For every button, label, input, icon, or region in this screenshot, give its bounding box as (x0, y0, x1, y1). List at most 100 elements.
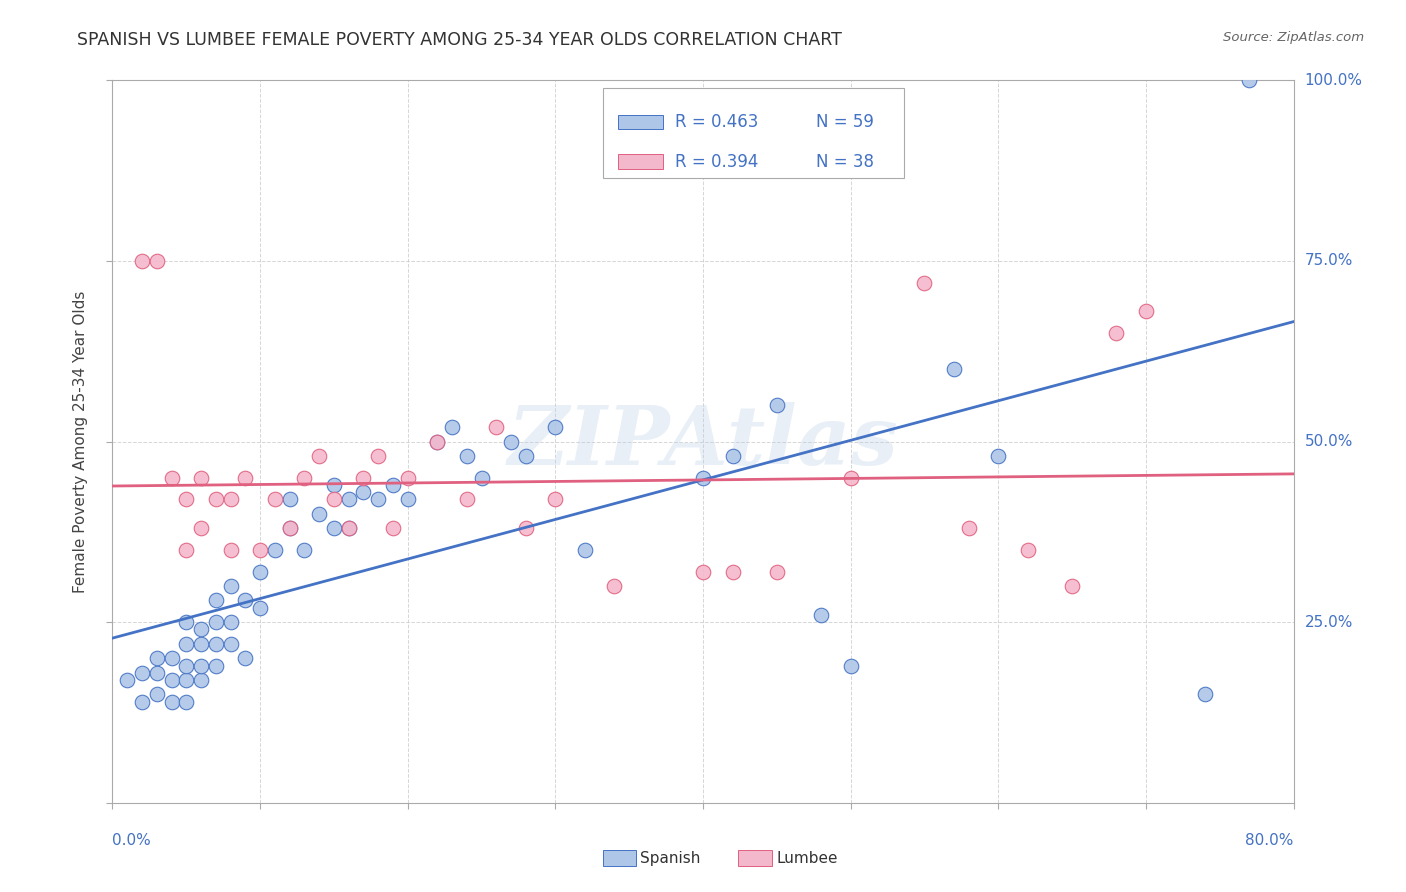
Point (603, 579, 626, 593)
Point (987, 449, 1010, 463)
Text: Source: ZipAtlas.com: Source: ZipAtlas.com (1223, 31, 1364, 45)
Text: N = 59: N = 59 (817, 112, 875, 131)
Text: R = 0.394: R = 0.394 (675, 153, 758, 170)
Point (544, 420, 567, 434)
Point (367, 449, 389, 463)
Point (249, 565, 271, 579)
Text: 0.0%: 0.0% (112, 833, 152, 848)
Point (957, 521, 980, 535)
Text: 50.0%: 50.0% (1305, 434, 1353, 449)
Point (190, 637, 212, 651)
Bar (619, 154, 662, 169)
Text: 100.0%: 100.0% (1305, 73, 1362, 87)
Point (174, 673, 197, 687)
Point (249, 600, 271, 615)
Point (264, 542, 287, 557)
Point (485, 420, 508, 434)
Point (174, 637, 197, 651)
Point (278, 521, 301, 535)
Point (233, 651, 256, 665)
Bar (619, 114, 662, 129)
Point (146, 253, 169, 268)
Point (721, 449, 744, 463)
Point (1062, 579, 1084, 593)
Point (205, 637, 228, 651)
Point (544, 492, 567, 507)
Point (1105, 326, 1128, 340)
Point (1194, 687, 1216, 701)
Point (233, 470, 256, 484)
Point (441, 420, 464, 434)
Point (1239, 73, 1261, 87)
Point (131, 665, 153, 680)
Text: 80.0%: 80.0% (1246, 833, 1294, 848)
Point (323, 521, 346, 535)
Point (337, 521, 360, 535)
Point (515, 449, 537, 463)
Point (323, 492, 346, 507)
Point (190, 470, 212, 484)
Point (721, 565, 744, 579)
Point (396, 470, 419, 484)
Point (426, 434, 449, 449)
Bar (738, 850, 772, 866)
Point (574, 542, 596, 557)
Point (367, 492, 389, 507)
Point (382, 521, 405, 535)
Point (382, 478, 405, 492)
Point (501, 434, 523, 449)
Point (174, 615, 197, 630)
Point (942, 362, 965, 376)
Point (174, 658, 197, 673)
Point (190, 673, 212, 687)
Point (426, 434, 449, 449)
Point (131, 695, 153, 709)
Text: R = 0.463: R = 0.463 (675, 112, 758, 131)
Point (249, 542, 271, 557)
Text: ZIPAtlas: ZIPAtlas (508, 401, 898, 482)
Point (233, 593, 256, 607)
Point (292, 542, 315, 557)
FancyBboxPatch shape (603, 87, 904, 178)
Point (839, 658, 862, 673)
Y-axis label: Female Poverty Among 25-34 Year Olds: Female Poverty Among 25-34 Year Olds (73, 291, 89, 592)
Text: Lumbee: Lumbee (776, 851, 838, 866)
Point (1135, 304, 1157, 318)
Point (278, 492, 301, 507)
Point (205, 615, 228, 630)
Point (308, 507, 330, 521)
Point (219, 542, 242, 557)
Point (146, 651, 169, 665)
Point (692, 470, 714, 484)
Point (174, 492, 197, 507)
Point (839, 470, 862, 484)
Text: SPANISH VS LUMBEE FEMALE POVERTY AMONG 25-34 YEAR OLDS CORRELATION CHART: SPANISH VS LUMBEE FEMALE POVERTY AMONG 2… (77, 31, 842, 49)
Point (219, 579, 242, 593)
Point (219, 615, 242, 630)
Point (278, 521, 301, 535)
Point (131, 253, 153, 268)
Point (190, 623, 212, 637)
Text: 75.0%: 75.0% (1305, 253, 1353, 268)
Point (205, 492, 228, 507)
Point (692, 565, 714, 579)
Point (456, 492, 478, 507)
Point (292, 470, 315, 484)
Point (810, 607, 832, 622)
Point (219, 492, 242, 507)
Point (117, 673, 138, 687)
Point (205, 593, 228, 607)
Point (160, 470, 183, 484)
Point (205, 658, 228, 673)
Point (190, 658, 212, 673)
Point (160, 695, 183, 709)
Point (160, 651, 183, 665)
Point (308, 449, 330, 463)
Point (396, 492, 419, 507)
Point (766, 565, 789, 579)
Point (190, 521, 212, 535)
Text: 25.0%: 25.0% (1305, 615, 1353, 630)
Point (160, 673, 183, 687)
Point (146, 687, 169, 701)
Point (174, 695, 197, 709)
